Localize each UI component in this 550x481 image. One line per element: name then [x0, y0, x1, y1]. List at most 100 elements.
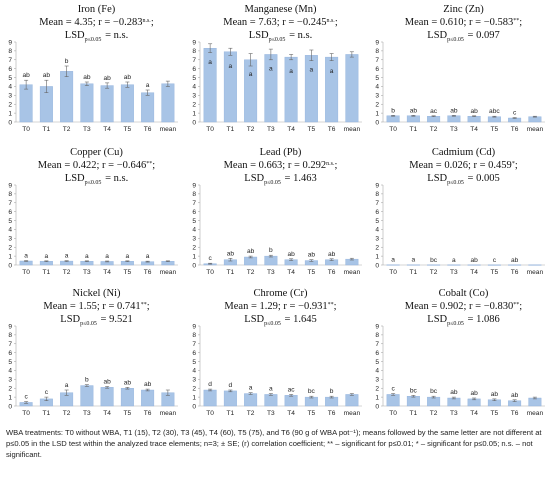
significance-letter: a [229, 63, 233, 70]
significance-letter: a [126, 253, 130, 260]
x-tick-label: T0 [206, 269, 214, 276]
significance-letter: a [146, 253, 150, 260]
significance-letter: ab [450, 389, 458, 396]
y-tick-label: 8 [192, 191, 196, 198]
lsd-label: LSD [65, 173, 85, 184]
significance-letter: a [208, 59, 212, 66]
x-tick-label: T2 [430, 269, 438, 276]
bar [284, 395, 298, 407]
chart-title: Cadmium (Cd) [432, 147, 496, 158]
significance-letter: bc [410, 387, 418, 394]
x-tick-label: mean [160, 410, 177, 417]
significance-letter: a [269, 386, 273, 393]
chart-panel: Copper (Cu) Mean = 0.422; r = −0.646**; LS… [0, 143, 183, 283]
stats-text: Mean = 0.663; r = 0.292 [224, 160, 327, 171]
chart-title: Iron (Fe) [78, 4, 116, 15]
y-tick-label: 4 [375, 368, 379, 375]
y-tick-label: 2 [375, 386, 379, 393]
y-tick-label: 5 [192, 75, 196, 82]
y-tick-label: 5 [375, 75, 379, 82]
chart-stats: Mean = 0.422; r = −0.646**; [38, 160, 155, 171]
y-tick-label: 2 [192, 386, 196, 393]
y-tick-label: 4 [192, 368, 196, 375]
x-tick-label: T2 [430, 126, 438, 133]
y-tick-label: 9 [375, 39, 379, 46]
x-tick-label: T5 [124, 410, 132, 417]
significance-letter: ab [144, 381, 152, 388]
chart-title: Zinc (Zn) [443, 4, 484, 15]
y-tick-label: 8 [192, 332, 196, 339]
x-tick-label: mean [344, 126, 361, 133]
lsd-value: = 0.005 [465, 173, 500, 184]
significance-letter: ab [103, 378, 111, 385]
chart-grid: Iron (Fe) Mean = 4.35; r = −0.283n.s.; LSD… [0, 0, 550, 417]
significance-letter: a [330, 68, 334, 75]
lsd-subscript: p≤0.05 [447, 180, 464, 186]
significance-letter: b [269, 247, 273, 254]
x-tick-label: T1 [227, 269, 235, 276]
stats-text: Mean = 0.026; r = 0.459 [409, 160, 512, 171]
x-tick-label: T2 [247, 126, 255, 133]
significance-letter: c [513, 110, 517, 117]
y-tick-label: 3 [375, 377, 379, 384]
x-tick-label: T0 [389, 410, 397, 417]
y-tick-label: 3 [192, 236, 196, 243]
significance-letter: a [65, 253, 69, 260]
significance-letter: ab [308, 252, 316, 259]
stats-significance: n.s. [326, 161, 335, 167]
x-tick-label: T6 [144, 269, 152, 276]
y-tick-label: 0 [375, 403, 379, 410]
figure-caption: WBA treatments: T0 without WBA, T1 (15),… [6, 428, 542, 459]
y-tick-label: 6 [375, 66, 379, 73]
x-tick-label: T2 [63, 126, 71, 133]
bar [203, 389, 217, 407]
x-tick-label: T6 [328, 410, 336, 417]
significance-letter: a [269, 65, 273, 72]
significance-letter: c [24, 394, 28, 401]
y-tick-label: 9 [8, 39, 12, 46]
y-tick-label: 2 [8, 102, 12, 109]
chart-lsd: LSDp≤0.05 = 0.005 [427, 173, 499, 186]
x-tick-label: T5 [491, 410, 499, 417]
y-tick-label: 1 [192, 110, 196, 117]
chart-panel: Manganese (Mn) Mean = 7.63; r = −0.245n.s… [184, 0, 367, 140]
stats-significance: ** [513, 302, 519, 308]
bar [386, 264, 400, 266]
y-tick-label: 4 [375, 227, 379, 234]
x-tick-label: T6 [511, 126, 519, 133]
significance-letter: ac [430, 108, 438, 115]
bar [325, 56, 339, 123]
chart-svg: Iron (Fe) Mean = 4.35; r = −0.283n.s.; LSD… [8, 4, 178, 133]
stats-significance: ** [146, 161, 152, 167]
y-tick-label: 6 [8, 209, 12, 216]
significance-letter: a [65, 382, 69, 389]
x-tick-label: mean [344, 269, 361, 276]
bar [386, 394, 400, 407]
x-tick-label: T1 [43, 126, 51, 133]
significance-letter: c [208, 255, 212, 262]
y-tick-label: 0 [192, 403, 196, 410]
y-tick-label: 2 [375, 102, 379, 109]
stats-text: Mean = 0.902; r = −0.830 [405, 301, 513, 312]
y-tick-label: 8 [8, 48, 12, 55]
y-tick-label: 5 [375, 359, 379, 366]
bar [427, 264, 441, 266]
x-tick-label: T1 [227, 410, 235, 417]
bar [345, 394, 359, 407]
significance-letter: a [452, 257, 456, 264]
y-tick-label: 8 [375, 191, 379, 198]
significance-letter: a [289, 68, 293, 75]
y-tick-label: 7 [375, 341, 379, 348]
significance-letter: d [208, 381, 212, 388]
chart-stats: Mean = 1.55; r = 0.741**; [43, 301, 149, 312]
x-tick-label: T4 [103, 410, 111, 417]
bar [120, 84, 134, 123]
bar [406, 396, 420, 407]
x-tick-label: T4 [287, 126, 295, 133]
x-tick-label: mean [527, 269, 544, 276]
y-tick-label: 7 [192, 57, 196, 64]
lsd-label: LSD [427, 314, 447, 325]
chart-panel: Cadmium (Cd) Mean = 0.026; r = 0.459*; LSD… [367, 143, 550, 283]
x-tick-label: T6 [328, 126, 336, 133]
x-tick-label: T6 [511, 269, 519, 276]
